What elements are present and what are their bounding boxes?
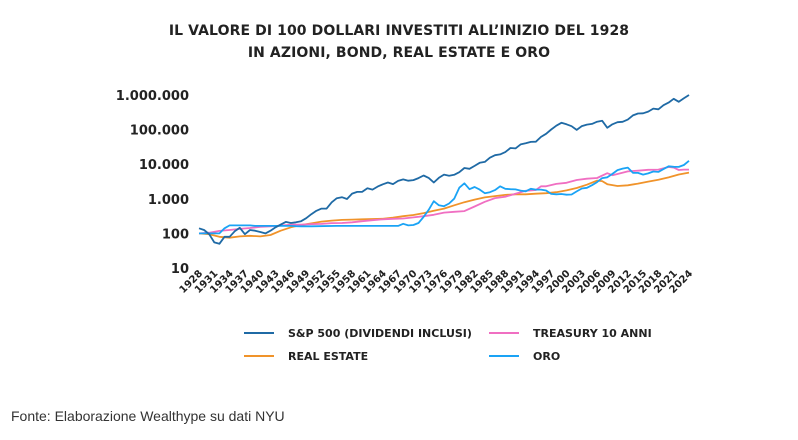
legend-swatch-treasury bbox=[489, 332, 519, 334]
series-line-0 bbox=[198, 94, 690, 245]
x-axis-tick-labels: 1928193119341937194019431946194919521955… bbox=[178, 268, 695, 295]
y-tick-label: 1.000.000 bbox=[116, 89, 189, 104]
series-line-3 bbox=[199, 160, 690, 235]
legend-swatch-real-estate bbox=[244, 355, 274, 357]
series-line-2 bbox=[198, 171, 690, 239]
legend-item-treasury: TREASURY 10 ANNI bbox=[489, 326, 652, 340]
legend-swatch-sp500 bbox=[244, 332, 274, 334]
legend-label-real-estate: REAL ESTATE bbox=[288, 349, 369, 363]
y-tick-label: 1.000 bbox=[148, 193, 189, 208]
chart-title: IL VALORE DI 100 DOLLARI INVESTITI ALL’I… bbox=[0, 20, 798, 64]
chart-title-line-1: IL VALORE DI 100 DOLLARI INVESTITI ALL’I… bbox=[168, 23, 630, 39]
legend-label-oro: ORO bbox=[533, 349, 561, 363]
legend-item-oro: ORO bbox=[489, 349, 560, 363]
chart-title-line-2: IN AZIONI, BOND, REAL ESTATE E ORO bbox=[247, 45, 551, 61]
legend-item-sp500: S&P 500 (DIVIDENDI INCLUSI) bbox=[244, 326, 472, 340]
source-note: Fonte: Elaborazione Wealthype su dati NY… bbox=[11, 408, 285, 424]
series-lines bbox=[198, 94, 690, 245]
y-axis-tick-labels: 10 100 1.000 10.000 100.000 1.000.000 bbox=[116, 89, 189, 277]
y-tick-label: 10.000 bbox=[139, 158, 189, 173]
legend-label-treasury: TREASURY 10 ANNI bbox=[533, 326, 652, 340]
series-line-1 bbox=[198, 166, 689, 235]
y-tick-label: 100.000 bbox=[130, 124, 189, 139]
y-tick-label: 10 bbox=[171, 262, 189, 277]
legend-swatch-oro bbox=[489, 355, 519, 357]
legend-item-real-estate: REAL ESTATE bbox=[244, 349, 368, 363]
legend-label-sp500: S&P 500 (DIVIDENDI INCLUSI) bbox=[288, 326, 472, 340]
y-tick-label: 100 bbox=[162, 227, 189, 242]
